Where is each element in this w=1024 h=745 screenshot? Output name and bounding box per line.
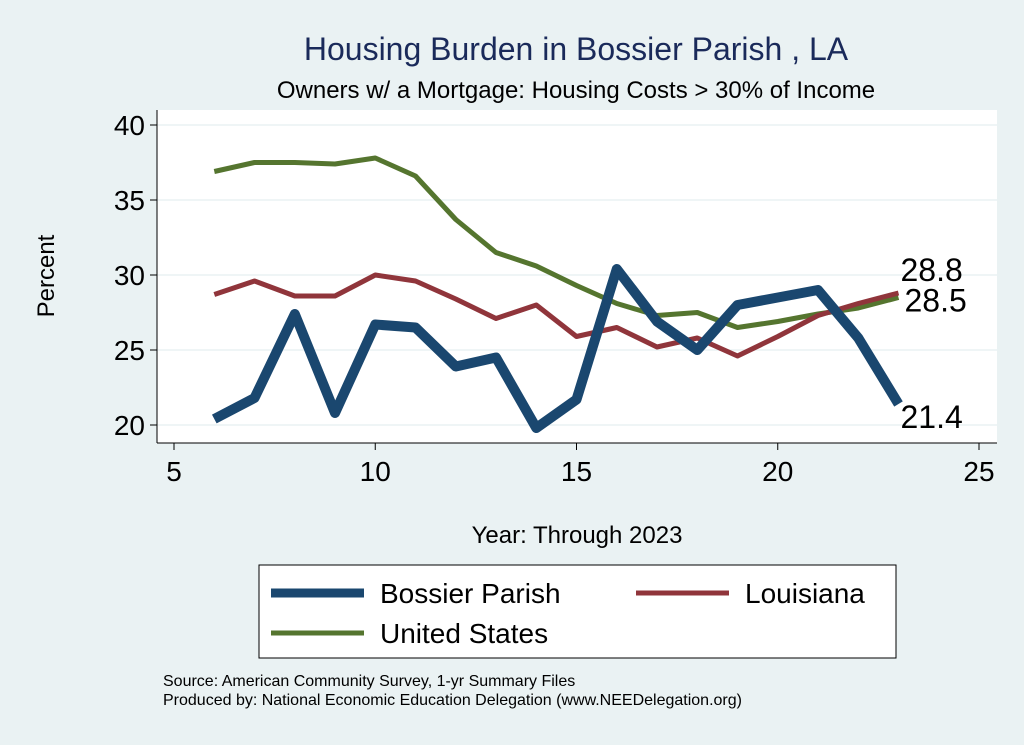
end-labels: 21.4 28.828.5 [901,252,967,435]
y-tick-label-20: 20 [114,410,145,441]
x-axis-label: Year: Through 2023 [472,522,683,549]
axes: 20 25 30 35 40 5 10 15 20 25 [114,110,997,487]
series-layer [211,155,903,433]
end-label-louisiana: 28.8 [901,252,963,288]
footer: Source: American Community Survey, 1-yr … [163,672,742,710]
legend-label-louisiana: Louisiana [745,578,865,609]
legend: Bossier Parish Louisiana United States [258,564,897,659]
x-tick-label-10: 10 [360,456,391,487]
y-tick-label-30: 30 [114,260,145,291]
x-tick-label-15: 15 [561,456,592,487]
y-tick-label-25: 25 [114,335,145,366]
end-label-bossier-parish: 21.4 [901,399,963,435]
y-tick-label-35: 35 [114,185,145,216]
chart-subtitle: Owners w/ a Mortgage: Housing Costs > 30… [277,77,875,104]
legend-label-united-states: United States [380,618,548,649]
chart-title: Housing Burden in Bossier Parish , LA [304,31,849,67]
series-line-united-states [213,155,900,330]
source-note: Source: American Community Survey, 1-yr … [163,673,576,690]
x-tick-label-5: 5 [166,456,182,487]
produced-by-note: Produced by: National Economic Education… [163,692,742,709]
y-axis-label: Percent [33,234,60,317]
gridlines [157,124,997,426]
y-tick-label-40: 40 [114,110,145,141]
series-line-louisiana [213,272,900,359]
x-tick-label-25: 25 [963,456,994,487]
end-label-united-states: 28.5 [905,283,967,319]
legend-label-bossier-parish: Bossier Parish [380,578,561,609]
legend-box [258,564,897,659]
series-line-bossier-parish [211,264,903,433]
x-tick-label-20: 20 [762,456,793,487]
